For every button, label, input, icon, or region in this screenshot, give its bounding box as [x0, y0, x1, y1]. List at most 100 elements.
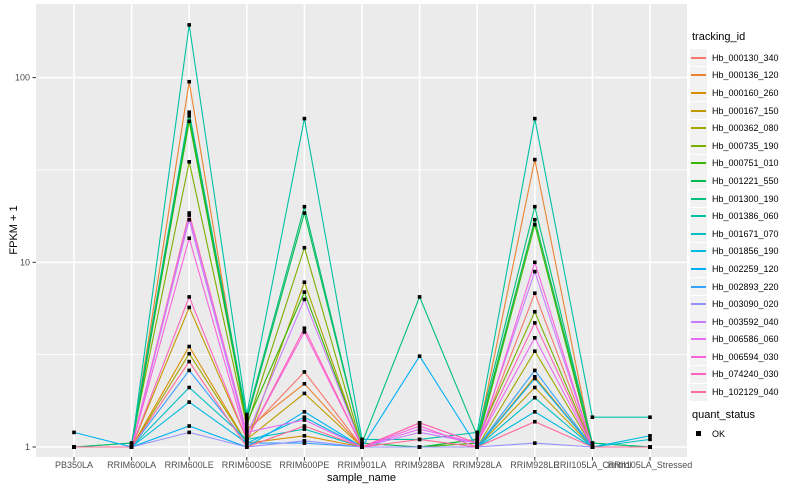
legend-key-box	[690, 278, 707, 296]
data-point	[187, 23, 191, 27]
quant-key-box	[690, 425, 707, 442]
legend-item: Hb_002893_220	[690, 278, 800, 296]
legend-key-box	[690, 295, 707, 313]
data-point	[417, 424, 422, 428]
data-point	[475, 434, 479, 438]
data-point	[360, 445, 364, 449]
data-point	[245, 430, 249, 435]
data-point	[129, 441, 134, 445]
data-point	[302, 424, 307, 428]
legend-item: Hb_003090_020	[690, 295, 800, 313]
data-point	[533, 217, 537, 222]
legend-item-label: Hb_000167_150	[712, 105, 779, 116]
legend-key-line	[691, 250, 706, 253]
data-point	[302, 116, 307, 121]
legend-item: Hb_001300_190	[690, 190, 800, 208]
data-point	[475, 441, 479, 445]
data-point	[417, 427, 422, 431]
data-point	[475, 445, 479, 449]
legend-key-box	[690, 66, 707, 84]
data-point	[302, 280, 307, 284]
legend-key-line	[691, 109, 706, 112]
data-point	[417, 295, 422, 299]
data-point	[648, 437, 652, 442]
legend-key-line	[691, 320, 706, 323]
legend-item: Hb_000136_120	[690, 66, 800, 85]
x-tick-label: RRIM600LA	[107, 460, 156, 470]
data-point	[187, 236, 191, 240]
data-point	[302, 418, 307, 422]
data-point	[187, 79, 191, 84]
data-point	[245, 434, 249, 438]
data-point	[302, 441, 307, 445]
x-tick-label: RRII105LA_Stressed	[608, 460, 693, 470]
legend-item-label: Hb_000735_190	[712, 140, 779, 151]
legend-item: Hb_000362_080	[690, 119, 800, 137]
data-point	[648, 445, 652, 449]
data-point	[590, 445, 595, 449]
y-axis-title: FPKM + 1	[8, 205, 20, 255]
legend-key-line	[691, 355, 706, 358]
legend-item-label: Hb_102129_040	[712, 387, 779, 398]
legend-item: Hb_102129_040	[690, 383, 800, 401]
legend-item: Hb_001856_190	[690, 242, 800, 261]
data-point	[533, 336, 537, 340]
legend-item: Hb_006594_030	[690, 348, 800, 366]
legend-key-box	[690, 313, 707, 331]
data-point	[187, 213, 191, 217]
data-point	[533, 269, 537, 274]
data-point	[417, 437, 422, 442]
legend-item-label: Hb_000751_010	[712, 158, 779, 169]
data-point	[302, 330, 307, 334]
data-point	[245, 427, 249, 431]
data-point	[245, 424, 249, 428]
legend-key-box	[690, 330, 707, 348]
data-point	[533, 222, 537, 227]
x-tick-label: RRIM600SE	[222, 460, 272, 470]
data-point	[360, 441, 364, 445]
legend-item: Hb_000735_190	[690, 137, 800, 155]
data-point	[533, 321, 537, 325]
legend-item: Hb_006586_060	[690, 330, 800, 349]
legend-key-box	[690, 119, 707, 137]
legend-item-label: Hb_001671_070	[712, 228, 779, 239]
legend-key-line	[691, 303, 706, 306]
data-point	[302, 434, 307, 438]
legend-item-label: Hb_000362_080	[712, 123, 779, 134]
legend-key-box	[690, 154, 707, 172]
legend-key-box	[690, 84, 707, 102]
data-point	[590, 441, 595, 445]
data-point	[187, 217, 191, 222]
legend-item: Hb_000160_260	[690, 84, 800, 102]
data-point	[302, 382, 307, 386]
data-point	[245, 415, 249, 419]
legend-item-label: Hb_000160_260	[712, 87, 779, 98]
y-tick-label: 1	[25, 442, 30, 452]
data-point	[245, 437, 249, 442]
legend-key-box	[690, 102, 707, 120]
data-point	[302, 245, 307, 250]
legend-item-label: Hb_001386_060	[712, 211, 779, 222]
legend-item-label: Hb_001300_190	[712, 193, 779, 204]
data-point	[417, 445, 422, 449]
legend-key-box	[690, 225, 707, 243]
legend-item: Hb_000167_150	[690, 102, 800, 120]
legend-title-quant-status: quant_status	[692, 408, 755, 421]
data-point	[302, 211, 307, 215]
x-tick-label: RRIM928BA	[395, 460, 445, 470]
x-tick-label: RRIM600PE	[279, 460, 329, 470]
data-point	[590, 415, 595, 419]
legend-key-line	[691, 162, 706, 165]
data-point	[360, 437, 364, 442]
legend-key-line	[691, 267, 706, 270]
data-point	[187, 114, 191, 118]
legend-item: Hb_001221_550	[690, 172, 800, 190]
x-tick-label: RRII105LA_Control	[553, 460, 631, 470]
legend-key-line	[691, 144, 706, 147]
data-point	[187, 344, 191, 349]
data-point	[533, 204, 537, 209]
quant-status-item-list: OK	[690, 425, 800, 443]
legend-item-label: Hb_003592_040	[712, 316, 779, 327]
legend-item: Hb_000751_010	[690, 154, 800, 173]
